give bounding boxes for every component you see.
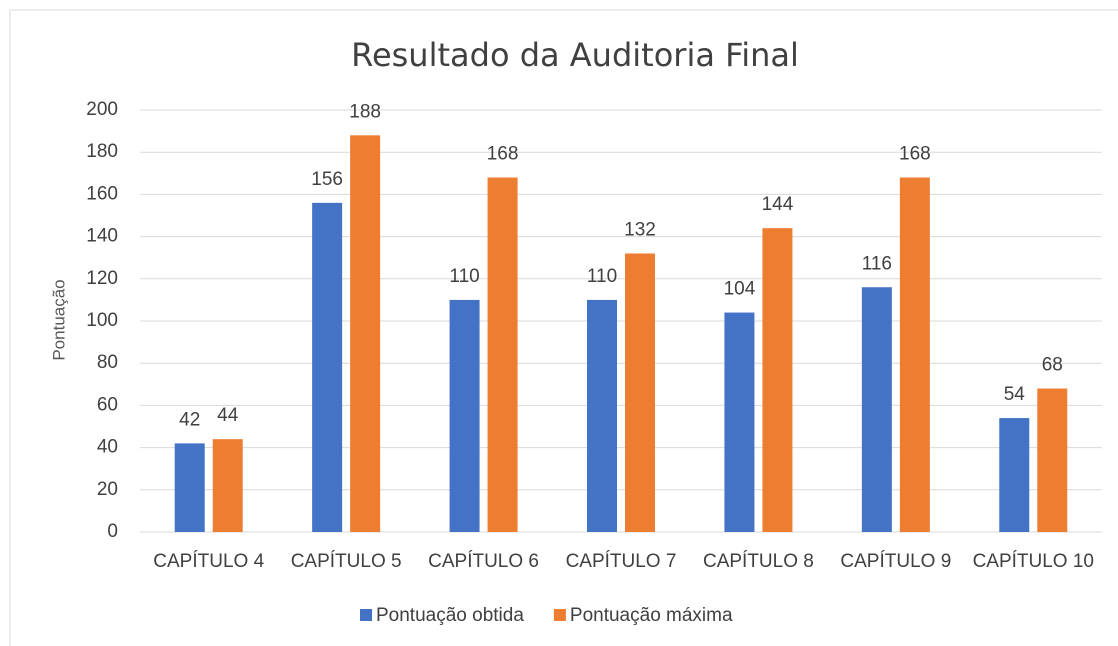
data-label: 104 bbox=[724, 279, 756, 300]
bar bbox=[724, 312, 755, 532]
bar bbox=[587, 299, 617, 532]
y-tick-label: 140 bbox=[86, 226, 118, 247]
bar bbox=[487, 177, 518, 532]
data-label: 168 bbox=[487, 144, 519, 165]
x-tick-label: CAPÍTULO 9 bbox=[840, 551, 951, 572]
y-tick-label: 80 bbox=[97, 352, 118, 373]
data-label: 68 bbox=[1042, 355, 1063, 376]
data-label: 132 bbox=[624, 219, 656, 240]
data-label: 168 bbox=[899, 144, 931, 165]
data-label: 44 bbox=[217, 405, 239, 426]
legend-label: Pontuação máxima bbox=[570, 605, 733, 626]
data-label: 54 bbox=[1004, 384, 1026, 405]
data-label: 110 bbox=[449, 266, 479, 287]
data-label: 116 bbox=[862, 253, 892, 274]
bar bbox=[1037, 388, 1068, 532]
bar bbox=[861, 287, 892, 532]
data-label: 188 bbox=[349, 101, 381, 122]
y-tick-label: 60 bbox=[97, 394, 118, 415]
bar bbox=[312, 202, 343, 532]
y-tick-label: 160 bbox=[86, 183, 118, 204]
x-tick-label: CAPÍTULO 6 bbox=[428, 551, 539, 572]
y-tick-label: 180 bbox=[86, 141, 118, 162]
bar bbox=[449, 299, 480, 532]
bar bbox=[625, 253, 655, 533]
y-axis-label: Pontuação bbox=[49, 279, 68, 360]
legend-label: Pontuação obtida bbox=[376, 605, 524, 626]
x-tick-label: CAPÍTULO 10 bbox=[973, 551, 1094, 572]
data-label: 144 bbox=[762, 194, 794, 215]
y-tick-label: 120 bbox=[86, 268, 118, 289]
legend-swatch bbox=[553, 609, 566, 621]
y-tick-label: 40 bbox=[97, 437, 118, 458]
x-tick-label: CAPÍTULO 8 bbox=[703, 551, 814, 572]
data-label: 42 bbox=[179, 409, 200, 430]
bar bbox=[762, 228, 793, 532]
x-tick-label: CAPÍTULO 4 bbox=[153, 551, 264, 572]
bar bbox=[174, 443, 205, 532]
y-tick-label: 100 bbox=[86, 310, 118, 331]
chart-border bbox=[9, 9, 1118, 646]
x-tick-label: CAPÍTULO 5 bbox=[291, 551, 402, 572]
bar bbox=[350, 135, 381, 532]
data-label: 156 bbox=[311, 169, 343, 190]
data-label: 110 bbox=[587, 266, 617, 287]
y-tick-label: 0 bbox=[107, 521, 118, 542]
bar bbox=[999, 418, 1030, 532]
y-tick-label: 200 bbox=[86, 99, 118, 120]
y-tick-label: 20 bbox=[97, 479, 118, 500]
bar bbox=[212, 439, 243, 532]
legend-swatch bbox=[360, 609, 372, 621]
x-tick-label: CAPÍTULO 7 bbox=[566, 551, 677, 572]
bar bbox=[899, 177, 930, 532]
chart-title: Resultado da Auditoria Final bbox=[351, 36, 799, 74]
